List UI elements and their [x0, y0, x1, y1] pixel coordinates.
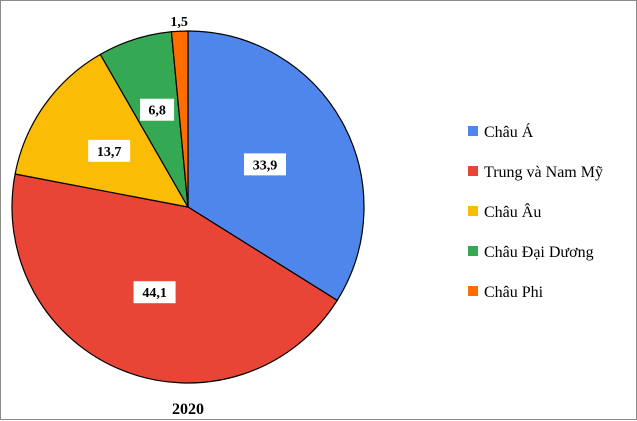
data-label-chau-au: 13,7: [97, 145, 122, 160]
legend: Châu Á Trung và Nam Mỹ Châu Âu Châu Đại Dươ…: [468, 122, 603, 301]
legend-label-chau-au: Châu Âu: [484, 202, 541, 221]
legend-swatch-chau-dai-duong: [468, 246, 478, 256]
data-label-box-chau-dai-duong: [140, 98, 175, 121]
data-label-chau-phi: 1,5: [170, 15, 188, 30]
legend-label-chau-dai-duong: Châu Đại Dương: [484, 244, 594, 261]
legend-swatch-trung-va-nam-my: [468, 166, 478, 176]
pie-slice-chau-au: [14, 53, 190, 208]
data-label-box-trung-va-nam-my: [133, 281, 176, 304]
legend-label-chau-phi: Châu Phi: [484, 284, 544, 301]
chart-caption: 2020: [172, 401, 204, 418]
data-label-chau-a: 33,9: [253, 158, 278, 173]
legend-swatch-chau-a: [468, 126, 478, 136]
data-label-box-chau-a: [243, 153, 286, 176]
pie-slice-chau-phi: [170, 30, 189, 208]
slice-labels: 33,9 44,1 13,7 6,8 1,5: [88, 15, 286, 304]
pie-slices: [11, 30, 365, 384]
data-label-trung-va-nam-my: 44,1: [142, 286, 167, 301]
pie-slice-trung-va-nam-my: [11, 173, 339, 384]
legend-label-chau-a: Châu Á: [484, 122, 534, 141]
legend-swatch-chau-phi: [468, 286, 478, 296]
legend-label-trung-va-nam-my: Trung và Nam Mỹ: [484, 164, 603, 181]
data-label-chau-dai-duong: 6,8: [148, 104, 166, 119]
data-label-box-chau-au: [88, 139, 131, 162]
legend-swatch-chau-au: [468, 206, 478, 216]
